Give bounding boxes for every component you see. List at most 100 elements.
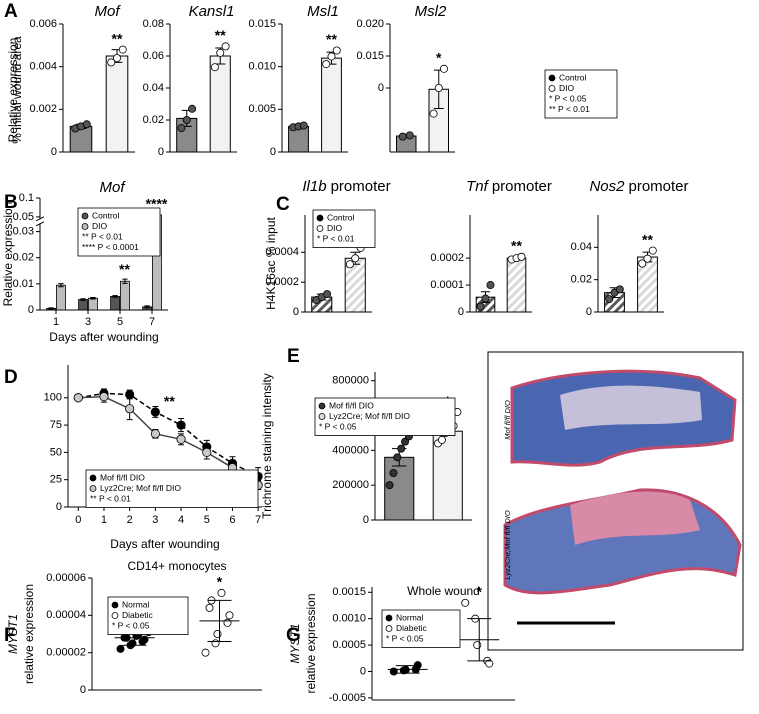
title-gene: Nos2 — [589, 178, 625, 195]
legend-marker — [81, 223, 89, 230]
panel-letter: A — [4, 1, 18, 22]
error-bar — [467, 618, 492, 662]
panel-letter: E — [287, 346, 300, 367]
data-point — [481, 294, 490, 303]
data-point — [211, 639, 220, 648]
bar — [506, 257, 527, 313]
legend-note: * P < 0.05 — [549, 93, 587, 103]
image-label: Mof fl/fl DIO — [503, 400, 512, 440]
data-point — [213, 630, 222, 639]
y-tick-label: 0 — [458, 306, 464, 318]
y-axis-label: Trichrome staining intensity — [260, 373, 274, 519]
legend-label: Normal — [122, 599, 150, 609]
y-tick-label: 0.02 — [13, 252, 34, 264]
image-label: Lyz2Cre;Mof fl/fl DIO — [503, 510, 512, 580]
x-axis-label: Days after wounding — [110, 537, 219, 551]
data-point — [345, 260, 354, 269]
y-tick-label: 0.06 — [143, 50, 164, 62]
legend-marker — [81, 212, 89, 220]
chart-title: Tnf promoter — [466, 178, 552, 195]
legend-label: DIO — [327, 223, 343, 233]
legend-note: ** P < 0.01 — [82, 231, 123, 241]
data-point — [73, 393, 83, 403]
x-tick-label: 6 — [229, 514, 235, 526]
x-tick-label: 1 — [53, 316, 59, 328]
y-tick-label: 0.00002 — [46, 647, 86, 659]
legend-label: Normal — [396, 612, 424, 622]
tissue-region — [560, 385, 702, 430]
legend-label: Lyz2Cre; Mof fl/fl DIO — [100, 483, 181, 493]
significance-label: * — [436, 50, 442, 66]
axis-break — [35, 216, 45, 222]
data-point — [150, 429, 160, 439]
data-point — [385, 481, 394, 490]
legend-note: * P < 0.05 — [319, 421, 357, 431]
data-point — [150, 407, 160, 417]
y-tick-label: 0.03 — [13, 226, 34, 238]
data-point — [332, 46, 341, 55]
data-point — [638, 259, 647, 268]
data-point — [216, 48, 225, 57]
data-point — [405, 131, 414, 140]
legend-label: Mof fl/fl DIO — [329, 400, 374, 410]
data-point — [225, 611, 234, 620]
bar — [120, 280, 130, 311]
x-tick-label: 5 — [204, 514, 210, 526]
y-tick-label: 0 — [158, 146, 164, 158]
chart-panel: 0 0.0001 0.0002 Tnf promoter ** — [430, 178, 552, 318]
legend-label: Mof fl/fl DIO — [100, 472, 145, 482]
error-bar — [58, 283, 64, 288]
panel-letter: D — [4, 367, 18, 388]
data-point — [217, 588, 226, 597]
data-point — [188, 104, 197, 113]
y-tick-label: 0.0004 — [265, 246, 299, 258]
data-point — [429, 109, 438, 118]
data-point — [439, 64, 448, 73]
y-tick-label: 0.020 — [356, 18, 384, 30]
y-tick-label: 0.08 — [143, 18, 164, 30]
chart-title: Mof — [94, 3, 121, 20]
legend-marker — [316, 225, 324, 232]
data-point — [107, 58, 116, 67]
y-tick-label: 200000 — [332, 479, 369, 491]
error-bar — [90, 296, 96, 300]
y-tick-label: 0 — [378, 82, 384, 94]
bar — [56, 284, 66, 311]
data-point — [413, 661, 422, 670]
significance-label: ** — [511, 237, 522, 253]
data-point — [201, 648, 210, 657]
legend-marker — [318, 402, 326, 410]
data-point — [605, 295, 614, 304]
chart-panel: 0200000400000600000800000ETrichrome stai… — [260, 346, 472, 526]
data-point — [323, 290, 332, 299]
y-tick-label: 0.1 — [19, 192, 34, 204]
y-tick-label: 0.005 — [248, 103, 276, 115]
legend-box — [107, 596, 189, 635]
legend-marker — [111, 601, 119, 609]
legend-box — [544, 69, 618, 119]
y-tick-label: 0.006 — [29, 18, 57, 30]
data-point — [177, 124, 186, 133]
y-tick-label: 25 — [50, 474, 62, 486]
chart-panel: 0 0.02 0.04 Nos2 promoter ** — [571, 178, 689, 318]
y-tick-label: 50 — [50, 446, 62, 458]
error-bar — [144, 305, 150, 309]
title-text: promoter — [492, 178, 552, 195]
legend-box — [314, 397, 456, 436]
data-point — [176, 420, 186, 430]
legend-note: * P < 0.01 — [317, 233, 355, 243]
y-tick-label: 800000 — [332, 375, 369, 387]
legend-note: * P < 0.05 — [112, 620, 150, 630]
significance-label: ** — [642, 231, 653, 247]
y-tick-label: 0.05 — [13, 211, 34, 223]
data-point — [322, 60, 331, 69]
chart-title: Il1b promoter — [302, 178, 390, 195]
data-point — [615, 285, 624, 294]
y-tick-label: 0.002 — [29, 103, 57, 115]
y-tick-label: 0.004 — [29, 61, 57, 73]
y-tick-label: 0.0002 — [430, 252, 464, 264]
